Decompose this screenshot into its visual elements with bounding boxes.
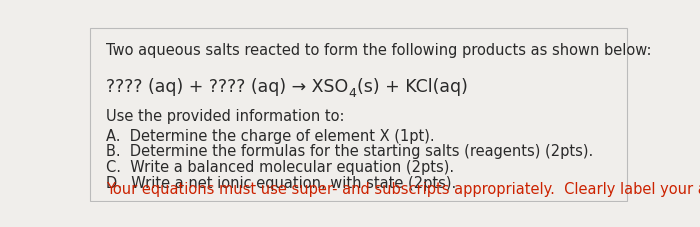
Text: ???? (aq) + ???? (aq) → XSO: ???? (aq) + ???? (aq) → XSO [106, 78, 349, 96]
Text: A.  Determine the charge of element X (1pt).: A. Determine the charge of element X (1p… [106, 129, 435, 144]
Text: (s) + KCl(aq): (s) + KCl(aq) [356, 78, 468, 96]
Text: C.  Write a balanced molecular equation (2pts).: C. Write a balanced molecular equation (… [106, 160, 454, 175]
Text: Two aqueous salts reacted to form the following products as shown below:: Two aqueous salts reacted to form the fo… [106, 43, 652, 58]
Text: 4: 4 [349, 87, 356, 100]
Text: B.  Determine the formulas for the starting salts (reagents) (2pts).: B. Determine the formulas for the starti… [106, 144, 594, 159]
Text: Your equations must use super- and subscripts appropriately.  Clearly label your: Your equations must use super- and subsc… [106, 182, 700, 197]
Text: D.  Write a net ionic equation, with state (2pts).: D. Write a net ionic equation, with stat… [106, 176, 456, 191]
FancyBboxPatch shape [90, 28, 627, 201]
Text: Use the provided information to:: Use the provided information to: [106, 109, 345, 124]
